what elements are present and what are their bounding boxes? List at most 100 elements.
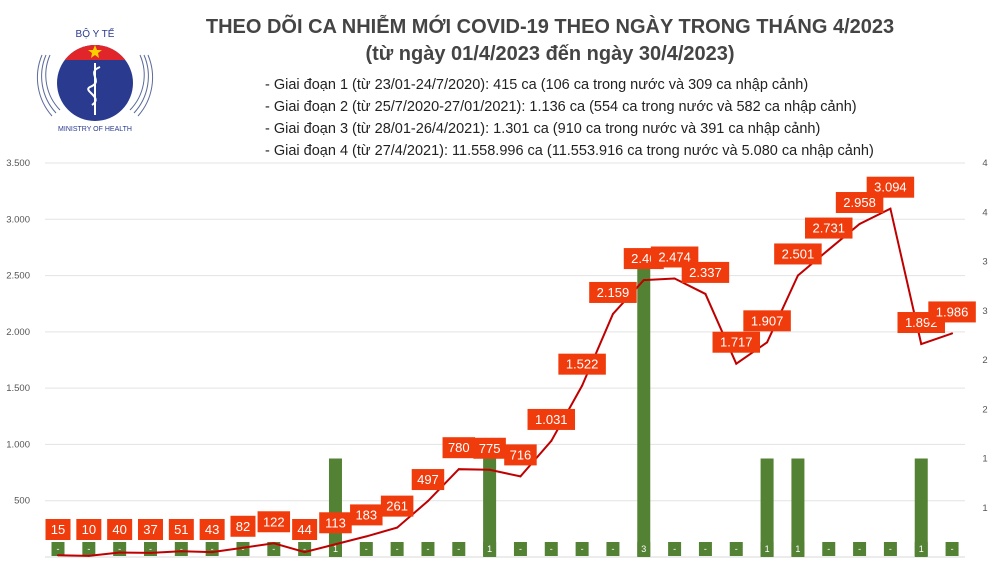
cases-label-box <box>928 301 976 323</box>
cases-point <box>57 554 59 557</box>
cases-data-label: 44 <box>297 522 311 537</box>
note-1: - Giai đoạn 1 (từ 23/01-24/7/2020): 415 … <box>265 77 809 93</box>
cases-label-box <box>107 519 133 540</box>
cases-data-label: 82 <box>236 519 250 534</box>
death-bar-label-box <box>791 542 805 556</box>
death-bar-label: - <box>118 544 121 554</box>
cases-point <box>673 277 676 280</box>
death-bar-label: - <box>180 544 183 554</box>
cases-data-label: 37 <box>143 522 157 537</box>
death-bar-label: - <box>951 544 954 554</box>
cases-data-label: 1.907 <box>751 313 784 328</box>
note-3: - Giai đoạn 3 (từ 28/01-26/4/2021): 1.30… <box>265 121 821 137</box>
death-bar <box>483 458 497 557</box>
cases-data-label: 40 <box>112 522 126 537</box>
cases-label-box <box>411 469 445 491</box>
cases-data-label: 3.094 <box>874 180 907 195</box>
death-bar-label: - <box>827 544 830 554</box>
cases-label-box <box>292 519 318 540</box>
death-bar-label-box <box>390 542 404 556</box>
cases-label-box <box>866 176 915 198</box>
death-bar-label: - <box>457 544 460 554</box>
cases-point <box>519 475 522 478</box>
death-bar-label: 1 <box>795 544 800 554</box>
death-bar <box>914 458 928 557</box>
cases-label-box <box>257 511 291 533</box>
cases-label-box <box>380 495 414 517</box>
svg-text:BỘ Y TẾ: BỘ Y TẾ <box>76 27 115 40</box>
cases-point <box>87 554 90 557</box>
left-axis-tick: 3.000 <box>6 214 30 225</box>
right-axis-tick: 4 <box>982 207 987 218</box>
death-bar <box>791 458 805 557</box>
death-bar-label-box <box>914 542 928 556</box>
note-2: - Giai đoạn 2 (từ 25/7/2020-27/01/2021):… <box>265 99 857 115</box>
right-axis-tick: 2 <box>982 404 987 415</box>
right-axis-tick: 3 <box>982 257 987 268</box>
death-bar-label-box <box>267 542 281 556</box>
cases-data-label: 2.337 <box>689 265 722 280</box>
cases-point <box>642 279 645 282</box>
cases-data-label: 775 <box>479 441 501 456</box>
cases-data-label: 1.031 <box>535 412 568 427</box>
cases-point <box>365 535 368 538</box>
note-4: - Giai đoạn 4 (từ 27/4/2021): 11.558.996… <box>265 143 874 159</box>
cases-point <box>334 543 337 546</box>
death-bar-label: - <box>211 544 214 554</box>
left-axis-tick: 1.500 <box>6 383 30 394</box>
death-bar-label-box <box>945 542 959 556</box>
cases-data-label: 2.46 <box>631 251 656 266</box>
chart-subtitle: (từ ngày 01/4/2023 đến ngày 30/4/2023) <box>365 43 735 65</box>
cases-point <box>704 292 707 295</box>
death-bar-label-box <box>729 542 743 556</box>
death-bar-label: - <box>611 544 614 554</box>
cases-label-box <box>504 444 537 466</box>
cases-point <box>735 362 738 365</box>
death-bar-label-box <box>822 542 836 556</box>
cases-point <box>396 526 399 529</box>
cases-label-box <box>743 310 791 332</box>
cases-point <box>272 542 275 545</box>
right-axis-tick: 2 <box>982 355 987 366</box>
cases-point <box>550 439 553 442</box>
right-axis-tick: 1 <box>982 454 987 465</box>
left-axis-tick: 1.000 <box>6 439 30 450</box>
death-bar-label-box <box>668 542 682 556</box>
death-bar-label: - <box>858 544 861 554</box>
cases-data-label: 1.986 <box>936 304 969 319</box>
death-bar-label: - <box>704 544 707 554</box>
cases-point <box>951 332 954 335</box>
cases-point <box>488 468 491 471</box>
cases-label-box <box>350 504 383 526</box>
cases-data-label: 2.501 <box>782 246 815 261</box>
cases-label-box <box>442 437 476 459</box>
death-bar-label-box <box>298 542 312 556</box>
left-axis-tick: 2.500 <box>6 271 30 282</box>
death-bar-label-box <box>51 542 65 556</box>
death-bar-label-box <box>82 542 96 556</box>
death-bar-label-box <box>883 542 897 556</box>
cases-point <box>211 551 214 554</box>
death-bar-label-box <box>452 542 466 556</box>
death-bar-label: - <box>673 544 676 554</box>
death-bar-label-box <box>637 542 651 556</box>
cases-data-label: 43 <box>205 522 219 537</box>
cases-point <box>858 223 861 226</box>
death-bar-label: - <box>889 544 892 554</box>
right-axis-tick: 1 <box>982 503 987 514</box>
cases-point <box>920 343 923 346</box>
cases-data-label: 261 <box>386 499 408 514</box>
cases-point <box>889 207 892 210</box>
cases-point <box>180 550 183 553</box>
death-bar-label: - <box>87 544 90 554</box>
left-axis-tick: 500 <box>14 496 30 507</box>
death-bar-label-box <box>359 542 373 556</box>
cases-label-box <box>712 331 761 353</box>
death-bar-label-box <box>513 542 527 556</box>
death-bar-label-box <box>698 542 712 556</box>
cases-data-label: 15 <box>51 522 65 537</box>
cases-label-box <box>589 281 637 303</box>
cases-label-box <box>774 243 822 265</box>
death-bar <box>637 261 651 557</box>
